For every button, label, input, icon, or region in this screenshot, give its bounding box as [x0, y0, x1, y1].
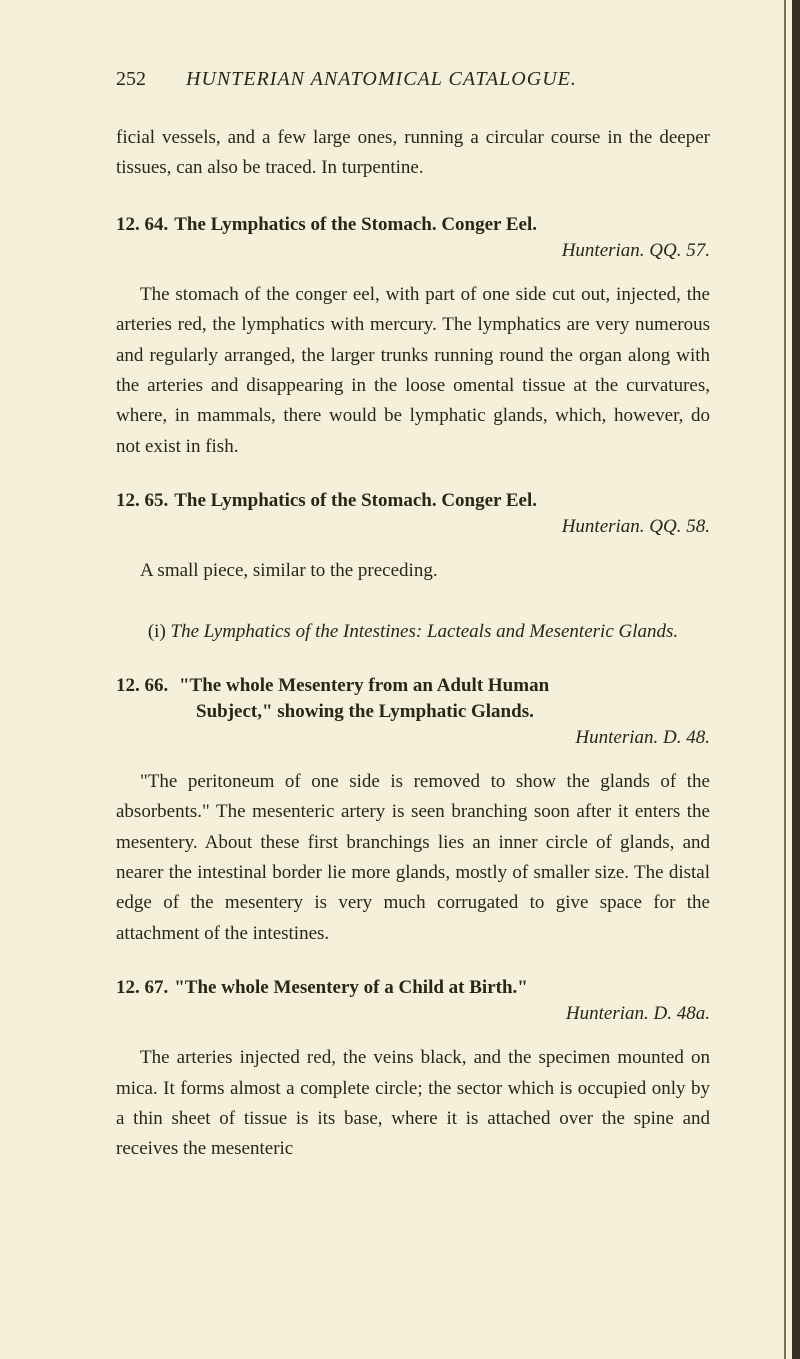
entry-title: The Lymphatics of the Stomach. Conger Ee… [174, 490, 710, 512]
page-header-title: HUNTERIAN ANATOMICAL CATALOGUE. [186, 68, 577, 91]
entry-attribution-4: Hunterian. D. 48a. [116, 1003, 710, 1025]
entry-heading-4: 12. 67. "The whole Mesentery of a Child … [116, 977, 710, 999]
entry-number: 12. 65. [116, 490, 168, 512]
entry-number: 12. 64. [116, 214, 168, 236]
entry-title: The Lymphatics of the Stomach. Conger Ee… [174, 214, 710, 236]
entry-body-1: The stomach of the conger eel, with part… [116, 280, 710, 462]
entry-title-part2: Subject," showing the Lymphatic Glands. [116, 701, 710, 723]
page-number: 252 [116, 68, 146, 91]
section-text: The Lymphatics of the Intestines: Lactea… [171, 621, 679, 642]
entry-heading-line1: 12. 66. "The whole Mesentery from an Adu… [116, 675, 710, 697]
entry-title-part1: "The whole Mesentery from an Adult Human [179, 675, 549, 696]
entry-heading-3: 12. 66. "The whole Mesentery from an Adu… [116, 675, 710, 723]
entry-number: 12. 66. [116, 675, 168, 696]
section-heading: (i) The Lymphatics of the Intestines: La… [116, 617, 710, 647]
section-label: (i) [148, 621, 166, 642]
page-header: 252 HUNTERIAN ANATOMICAL CATALOGUE. [116, 68, 710, 91]
entry-body-4: The arteries injected red, the veins bla… [116, 1043, 710, 1165]
entry-title: "The whole Mesentery of a Child at Birth… [174, 977, 710, 999]
entry-number: 12. 67. [116, 977, 168, 999]
entry-attribution-2: Hunterian. QQ. 58. [116, 516, 710, 538]
entry-attribution-1: Hunterian. QQ. 57. [116, 240, 710, 262]
entry-heading-2: 12. 65. The Lymphatics of the Stomach. C… [116, 490, 710, 512]
intro-paragraph: ficial vessels, and a few large ones, ru… [116, 123, 710, 184]
entry-attribution-3: Hunterian. D. 48. [116, 727, 710, 749]
entry-heading-1: 12. 64. The Lymphatics of the Stomach. C… [116, 214, 710, 236]
page-right-border [792, 0, 800, 1359]
entry-body-3: "The peritoneum of one side is removed t… [116, 767, 710, 949]
entry-body-2: A small piece, similar to the preceding. [116, 556, 710, 586]
page-right-border-inner [784, 0, 786, 1359]
